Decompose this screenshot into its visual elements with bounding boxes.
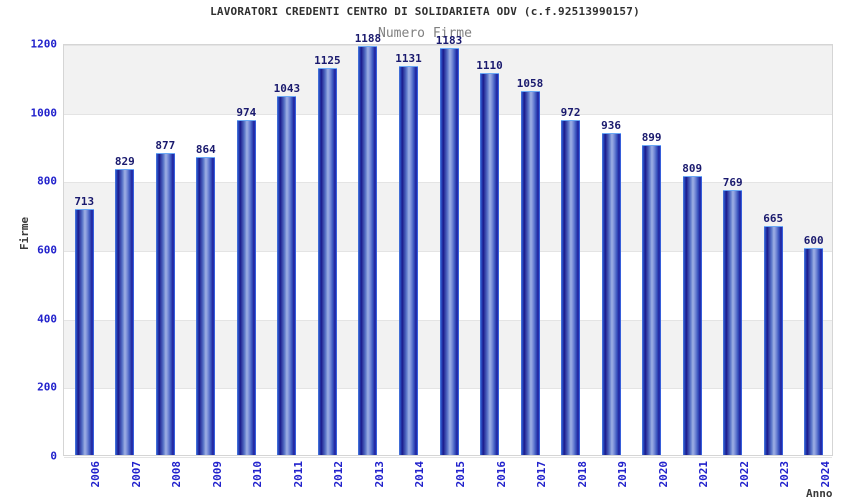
x-tick-label: 2009 — [210, 461, 224, 488]
bar[interactable] — [723, 189, 743, 455]
bar[interactable] — [155, 152, 175, 455]
bar-value-label: 1125 — [314, 53, 341, 67]
bar[interactable] — [317, 67, 337, 455]
x-tick-label: 2024 — [818, 461, 832, 488]
bar-value-label: 713 — [74, 195, 95, 209]
gridline — [64, 45, 832, 46]
x-axis-title: Anno — [806, 487, 833, 500]
bar[interactable] — [561, 120, 581, 455]
x-tick-label: 2018 — [575, 461, 589, 488]
x-tick-label: 2016 — [494, 461, 508, 488]
bar-value-label: 1110 — [476, 58, 503, 72]
bar[interactable] — [74, 209, 94, 455]
bar[interactable] — [763, 225, 783, 455]
bar[interactable] — [642, 145, 662, 455]
bar[interactable] — [398, 65, 418, 455]
bar-value-label: 600 — [803, 234, 824, 247]
x-tick-label: 2017 — [535, 461, 549, 488]
y-tick-label: 1000 — [30, 106, 58, 120]
bar[interactable] — [358, 46, 378, 455]
x-tick-label: 2013 — [372, 461, 386, 488]
bar-value-label: 899 — [641, 131, 662, 145]
bar[interactable] — [115, 169, 135, 455]
bar-value-label: 769 — [722, 175, 743, 189]
x-tick-label: 2008 — [170, 461, 184, 488]
x-tick-label: 2020 — [656, 461, 670, 488]
y-axis-title: Firme — [18, 216, 31, 250]
x-axis-ticks: 2006 2007 2008 2009 2010 2011 2012 2013 2014 2015… — [63, 461, 833, 500]
x-tick-label: 2023 — [778, 461, 792, 488]
chart-title: LAVORATORI CREDENTI CENTRO DI SOLIDARIET… — [210, 5, 640, 18]
bar-value-label: 936 — [601, 118, 622, 132]
x-tick-label: 2011 — [291, 461, 305, 488]
y-tick-label: 0 — [50, 449, 57, 463]
bar[interactable] — [196, 157, 216, 455]
x-tick-label: 2010 — [251, 461, 265, 488]
x-tick-label: 2006 — [89, 461, 103, 488]
y-tick-label: 400 — [37, 312, 57, 326]
y-axis-ticks: 0 200 400 600 800 1000 1200 — [0, 38, 58, 463]
bar[interactable] — [277, 95, 297, 455]
y-tick-label: 800 — [37, 174, 57, 188]
bar-value-label: 829 — [114, 155, 135, 169]
bar-value-label: 1131 — [395, 51, 422, 65]
bar[interactable] — [601, 132, 621, 455]
bar-value-label: 974 — [236, 105, 257, 119]
x-tick-label: 2022 — [737, 461, 751, 488]
y-tick-label: 200 — [37, 380, 57, 394]
bar[interactable] — [480, 72, 500, 455]
bar-value-label: 864 — [195, 143, 216, 157]
x-tick-label: 2019 — [616, 461, 630, 488]
x-tick-label: 2014 — [413, 461, 427, 488]
x-tick-label: 2012 — [332, 461, 346, 488]
y-tick-label: 600 — [37, 243, 57, 257]
chart-subtitle: Numero Firme — [378, 26, 472, 41]
bar[interactable] — [236, 119, 256, 455]
bar-value-label: 972 — [560, 106, 581, 120]
bar-value-label: 665 — [763, 211, 784, 225]
gridline — [64, 457, 832, 458]
bar[interactable] — [520, 90, 540, 455]
bar[interactable] — [804, 248, 824, 455]
bar[interactable] — [682, 176, 702, 455]
plot-area: 713 829 877 864 974 1043 1125 1188 1131 1183 1110 1… — [63, 32, 833, 458]
bar-value-label: 809 — [682, 162, 703, 176]
bar-value-label: 1188 — [354, 32, 382, 46]
x-tick-label: 2021 — [697, 461, 711, 488]
x-tick-label: 2015 — [454, 461, 467, 488]
bar-value-label: 1183 — [435, 33, 463, 47]
x-tick-label: 2007 — [129, 461, 143, 488]
bar-value-label: 1043 — [273, 81, 301, 95]
bar-value-label: 1058 — [516, 76, 544, 90]
bar[interactable] — [439, 47, 459, 455]
y-tick-label: 1200 — [30, 37, 58, 51]
bar-value-label: 877 — [155, 138, 176, 152]
